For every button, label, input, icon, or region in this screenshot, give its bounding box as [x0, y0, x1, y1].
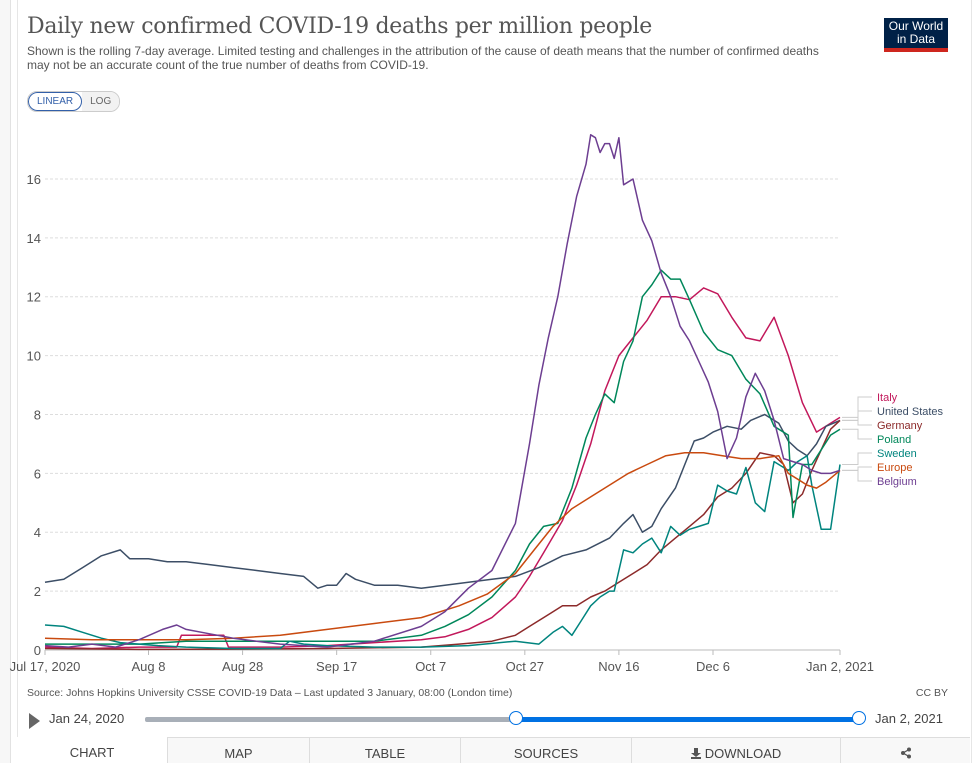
tab-download-label: DOWNLOAD — [704, 746, 782, 761]
chart-frame — [17, 0, 972, 763]
source-note: Source: Johns Hopkins University CSSE CO… — [27, 687, 513, 699]
x-tick-label: Sep 17 — [316, 659, 357, 674]
legend-connector — [842, 428, 872, 440]
legend-connector — [842, 469, 872, 482]
legend-label-belgium: Belgium — [877, 476, 917, 488]
y-tick-label: 0 — [34, 643, 41, 658]
left-panel-edge — [0, 0, 11, 763]
x-tick-label: Aug 28 — [222, 659, 263, 674]
x-tick-label: Jul 17, 2020 — [10, 659, 81, 674]
timeline-start-handle[interactable] — [509, 711, 524, 725]
series-line-europe — [44, 452, 841, 641]
tab-bar: CHART MAP TABLE SOURCES DOWNLOAD — [17, 737, 970, 763]
legend-connector — [842, 466, 872, 471]
timeline-track[interactable] — [145, 711, 866, 725]
legend-label-italy: Italy — [877, 392, 898, 404]
timeline-selected-range — [516, 717, 859, 722]
series-line-united-states — [44, 413, 841, 589]
tab-download[interactable]: DOWNLOAD — [631, 737, 840, 763]
log-scale-button[interactable]: LOG — [82, 92, 120, 111]
y-tick-label: 10 — [27, 349, 41, 364]
chart-subtitle: Shown is the rolling 7-day average. Limi… — [27, 44, 819, 72]
line-chart: 0 2 4 6 8 10 12 14 16 Jul 17, 2020 Aug 8 Aug 28 Sep… — [10, 134, 944, 674]
y-tick-label: 6 — [34, 466, 41, 481]
play-icon[interactable] — [29, 713, 40, 729]
tab-map[interactable]: MAP — [167, 737, 309, 763]
chart-title: Daily new confirmed COVID-19 deaths per … — [27, 14, 653, 39]
y-tick-label: 12 — [27, 290, 41, 305]
series-line-poland — [45, 269, 841, 645]
legend-connector — [842, 419, 872, 426]
x-tick-label: Jan 2, 2021 — [806, 659, 874, 674]
license-link[interactable]: CC BY — [915, 687, 948, 699]
timeline-end-handle[interactable] — [852, 711, 866, 725]
download-icon — [690, 748, 701, 759]
x-tick-label: Dec 6 — [696, 659, 730, 674]
tab-sources[interactable]: SOURCES — [460, 737, 631, 763]
share-icon — [900, 747, 911, 759]
y-tick-label: 4 — [34, 525, 41, 540]
legend-label-europe: Europe — [877, 462, 912, 474]
scale-toggle: LINEAR LOG — [27, 91, 121, 112]
y-tick-label: 16 — [27, 172, 41, 187]
tab-table[interactable]: TABLE — [309, 737, 460, 763]
timeline-start-label: Jan 24, 2020 — [49, 711, 125, 726]
x-tick-label: Oct 27 — [506, 659, 544, 674]
series-line-italy — [44, 287, 841, 650]
legend-label-sweden: Sweden — [877, 448, 917, 460]
x-tick-label: Aug 8 — [131, 659, 165, 674]
x-tick-label: Oct 7 — [415, 659, 446, 674]
legend-connector — [842, 396, 872, 418]
series-line-sweden — [44, 454, 841, 650]
legend-label-poland: Poland — [877, 434, 911, 446]
legend-label-united-states: United States — [877, 406, 944, 418]
x-tick-label: Nov 16 — [598, 659, 639, 674]
owid-logo[interactable]: Our World in Data — [884, 18, 948, 52]
timeline-slider: Jan 24, 2020 Jan 2, 2021 — [27, 710, 952, 730]
y-tick-label: 14 — [27, 231, 41, 246]
tab-chart[interactable]: CHART — [17, 737, 167, 763]
y-tick-label: 8 — [34, 407, 41, 422]
legend-label-germany: Germany — [877, 420, 923, 432]
logo-line-2: in Data — [896, 32, 936, 46]
legend-connector — [842, 452, 872, 466]
y-tick-label: 2 — [34, 584, 41, 599]
logo-line-1: Our World — [888, 19, 944, 33]
linear-scale-button[interactable]: LINEAR — [28, 92, 83, 111]
series-line-belgium — [44, 134, 841, 648]
series-line-germany — [44, 419, 841, 651]
share-button[interactable] — [840, 737, 970, 763]
legend-connector — [842, 410, 872, 421]
timeline-end-label: Jan 2, 2021 — [875, 711, 943, 726]
